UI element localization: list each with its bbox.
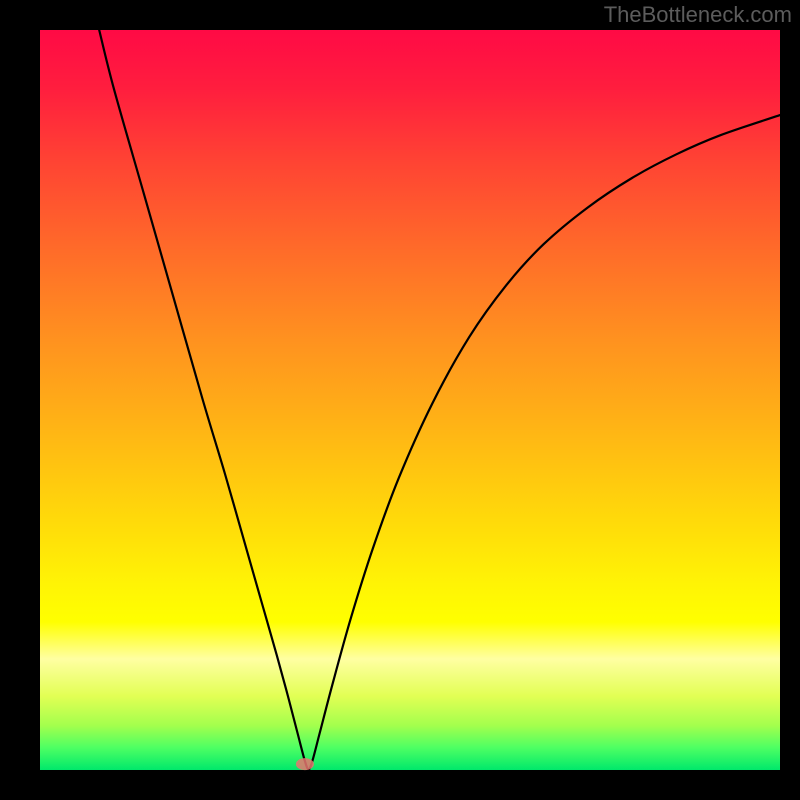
chart-container: TheBottleneck.com: [0, 0, 800, 800]
watermark-text: TheBottleneck.com: [604, 2, 792, 28]
bottleneck-chart: [0, 0, 800, 800]
plot-background: [40, 30, 780, 770]
optimal-point-marker: [296, 758, 314, 770]
